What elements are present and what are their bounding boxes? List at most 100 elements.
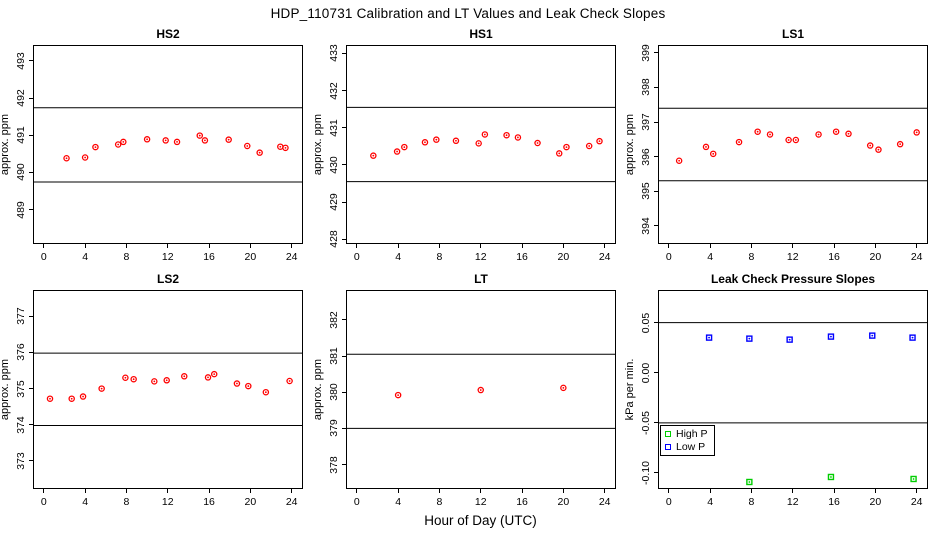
x-tick [356, 489, 358, 493]
x-tick-label: 4 [395, 251, 402, 263]
y-tick [342, 238, 346, 240]
data-point-hs1-calibration [563, 143, 570, 151]
y-tick-label: 428 [328, 230, 340, 249]
y-tick-label: 394 [640, 216, 652, 235]
x-tick [84, 489, 86, 493]
y-tick [29, 315, 33, 317]
y-tick [654, 86, 658, 88]
data-point-ls2-calibration [181, 373, 188, 380]
y-tick-label: -0.10 [640, 460, 652, 485]
data-point-low-p [827, 333, 835, 340]
x-tick-label: 8 [123, 496, 130, 508]
y-tick [654, 156, 658, 158]
panel-title-ls1: LS1 [781, 27, 804, 41]
plot-area [347, 353, 615, 429]
y-tick-label: 382 [328, 311, 340, 329]
y-tick-label: 0.00 [640, 362, 652, 383]
data-point-ls1-calibration [866, 142, 874, 149]
data-point-ls2-calibration [245, 382, 252, 390]
data-point-ls1-calibration [709, 150, 717, 158]
data-point-low-p [909, 334, 916, 341]
data-point-hs1-calibration [370, 152, 377, 159]
high-p-marker-icon [665, 430, 671, 437]
x-tick [43, 489, 45, 493]
data-point-ls1-calibration [702, 143, 710, 151]
y-tick [29, 460, 33, 462]
x-tick [750, 489, 752, 493]
x-tick-label: 12 [474, 251, 487, 263]
data-point-hs1-calibration [503, 131, 510, 139]
x-tick-label: 4 [395, 496, 402, 508]
y-tick-label: 373 [15, 452, 27, 470]
x-tick-label: 8 [436, 251, 443, 263]
data-point-hs2-calibration [63, 155, 70, 162]
panel-title-ls2: LS2 [156, 272, 179, 286]
x-tick [167, 489, 169, 493]
data-point-ls2-calibration [122, 374, 129, 382]
data-point-ls1-calibration [792, 136, 800, 144]
y-tick [342, 52, 346, 54]
y-tick-label: 429 [328, 193, 340, 211]
y-tick [342, 427, 346, 429]
data-point-lt-values [560, 384, 567, 392]
data-point-low-p [869, 332, 876, 339]
low-p-marker-icon [665, 443, 671, 450]
data-point-ls1-calibration [785, 136, 792, 144]
y-tick-label: 379 [328, 419, 340, 438]
x-tick-label: 16 [203, 251, 215, 263]
y-tick [654, 372, 658, 374]
data-point-hs1-calibration [401, 143, 408, 151]
x-tick-label: 16 [828, 496, 840, 508]
y-tick [342, 201, 346, 203]
y-tick-label: 377 [15, 307, 27, 326]
x-tick-label: 20 [244, 496, 257, 508]
data-point-hs2-calibration [196, 132, 204, 139]
y-tick-label: 491 [15, 126, 27, 144]
x-tick [356, 244, 358, 248]
panel-leak-check: Leak Check Pressure Slopes kPa per min. … [624, 272, 928, 508]
x-tick [604, 489, 606, 493]
x-tick-label: 24 [285, 251, 298, 263]
data-point-hs1-calibration [534, 139, 541, 147]
data-point-hs2-calibration [162, 137, 169, 144]
y-axis-label: approx. ppm [0, 358, 11, 421]
x-tick-label: 16 [516, 251, 528, 263]
panel-title-hs2: HS2 [156, 27, 180, 41]
data-point-ls1-calibration [675, 157, 683, 164]
x-tick [521, 489, 523, 493]
x-tick-label: 24 [285, 496, 298, 508]
data-point-high-p [746, 478, 753, 486]
y-tick [654, 472, 658, 474]
y-tick-label: 376 [15, 343, 27, 362]
data-point-ls1-calibration [913, 129, 920, 136]
x-tick-label: 0 [40, 496, 47, 508]
y-tick [342, 464, 346, 465]
x-tick [125, 489, 127, 493]
x-tick [792, 244, 794, 248]
x-tick-label: 16 [828, 251, 840, 263]
y-tick-label: 431 [328, 119, 340, 137]
x-tick [562, 489, 564, 493]
data-point-hs2-calibration [81, 154, 89, 161]
x-tick-label: 0 [665, 496, 672, 508]
plot-area [659, 322, 927, 486]
panel-lt: LT approx. ppm 0 4 8 12 16 20 24 378 379 380 381 38… [312, 272, 616, 508]
x-tick-label: 8 [748, 496, 755, 508]
x-tick [291, 489, 293, 493]
y-tick-label: 396 [640, 147, 652, 166]
x-tick [438, 244, 440, 248]
x-tick-label: 20 [557, 251, 570, 263]
data-point-hs2-calibration [256, 149, 263, 156]
y-tick [654, 422, 658, 424]
data-point-ls2-calibration [46, 395, 54, 402]
data-point-ls2-calibration [151, 378, 158, 385]
legend-item-low-p: Low P [665, 440, 714, 453]
y-tick [654, 225, 658, 227]
data-point-hs1-calibration [514, 134, 522, 141]
x-tick [916, 489, 918, 493]
x-tick-label: 20 [244, 251, 257, 263]
data-point-ls2-calibration [262, 388, 270, 396]
x-tick-label: 8 [436, 496, 443, 508]
data-point-high-p [827, 473, 835, 481]
y-tick [342, 319, 346, 321]
